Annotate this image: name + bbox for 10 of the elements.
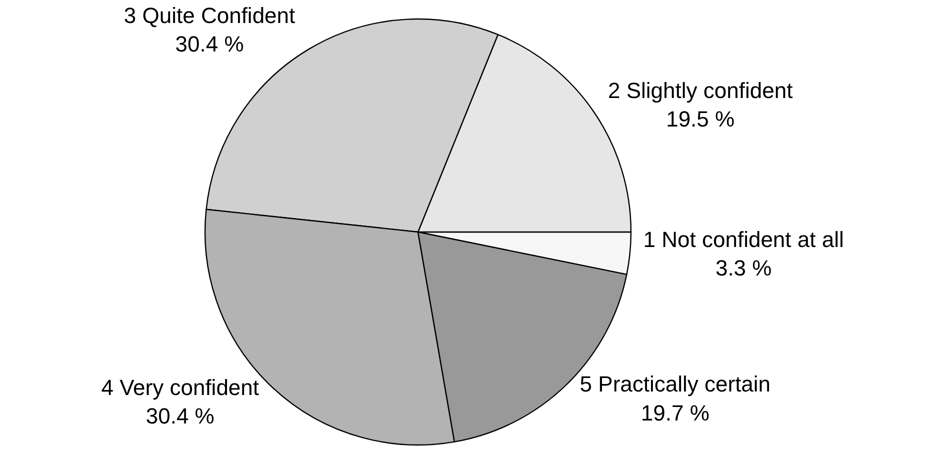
data-label: 19.7 % bbox=[640, 400, 710, 426]
slice-label: 1 Not confident at all bbox=[643, 226, 844, 252]
data-label: 30.4 % bbox=[146, 404, 214, 429]
data-label: 30.4 % bbox=[175, 31, 244, 56]
data-label: 3.3 % bbox=[715, 255, 772, 280]
slice-label: 2 Slightly confident bbox=[608, 78, 793, 103]
data-label: 19.5 % bbox=[666, 106, 735, 132]
slice-label: 4 Very confident bbox=[101, 374, 260, 400]
slice-label: 5 Practically certain bbox=[580, 372, 771, 397]
slice-label: 3 Quite Confident bbox=[124, 2, 296, 28]
